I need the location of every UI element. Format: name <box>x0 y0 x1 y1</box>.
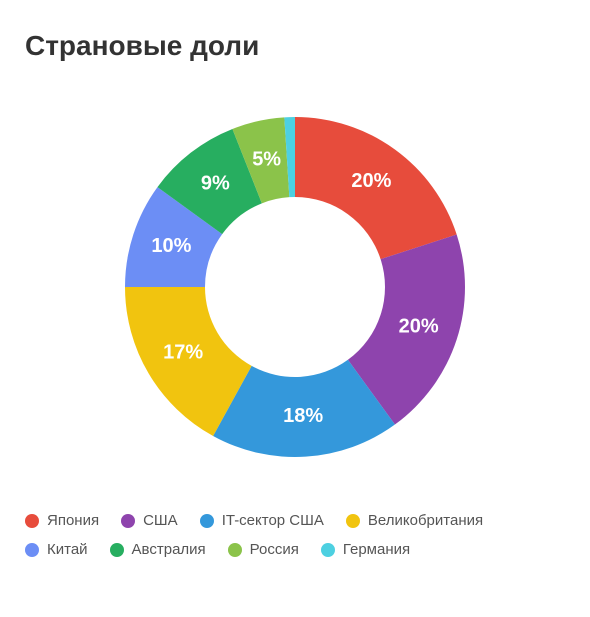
legend-label: Австралия <box>132 541 206 558</box>
legend-label: Россия <box>250 541 299 558</box>
legend-dot <box>346 514 360 528</box>
legend-dot <box>321 543 335 557</box>
legend-label: США <box>143 512 178 529</box>
slice-label: 9% <box>201 173 230 195</box>
page-title: Страновые доли <box>25 30 565 62</box>
slice-label: 10% <box>151 235 191 257</box>
legend-item: США <box>121 512 178 529</box>
donut-svg: 20% 20% 18% 17% 10% 9% 5% <box>95 87 495 487</box>
legend-label: Китай <box>47 541 88 558</box>
slice-label: 17% <box>163 341 203 363</box>
legend-item: Германия <box>321 541 410 558</box>
legend-dot <box>200 514 214 528</box>
slice-label: 20% <box>399 315 439 337</box>
legend-item: Австралия <box>110 541 206 558</box>
donut-chart: 20% 20% 18% 17% 10% 9% 5% <box>25 87 565 487</box>
legend-item: Россия <box>228 541 299 558</box>
legend-dot <box>228 543 242 557</box>
legend-dot <box>25 514 39 528</box>
legend-label: IT-сектор США <box>222 512 324 529</box>
legend-item: Великобритания <box>346 512 483 529</box>
legend-label: Япония <box>47 512 99 529</box>
legend-dot <box>25 543 39 557</box>
legend-label: Великобритания <box>368 512 483 529</box>
legend-item: Япония <box>25 512 99 529</box>
legend: Япония США IT-сектор США Великобритания Кита… <box>25 512 565 558</box>
legend-item: IT-сектор США <box>200 512 324 529</box>
legend-dot <box>110 543 124 557</box>
legend-label: Германия <box>343 541 410 558</box>
legend-dot <box>121 514 135 528</box>
slice-label: 5% <box>252 148 281 170</box>
slice-label: 18% <box>283 405 323 427</box>
slice-label: 20% <box>351 170 391 192</box>
legend-item: Китай <box>25 541 88 558</box>
